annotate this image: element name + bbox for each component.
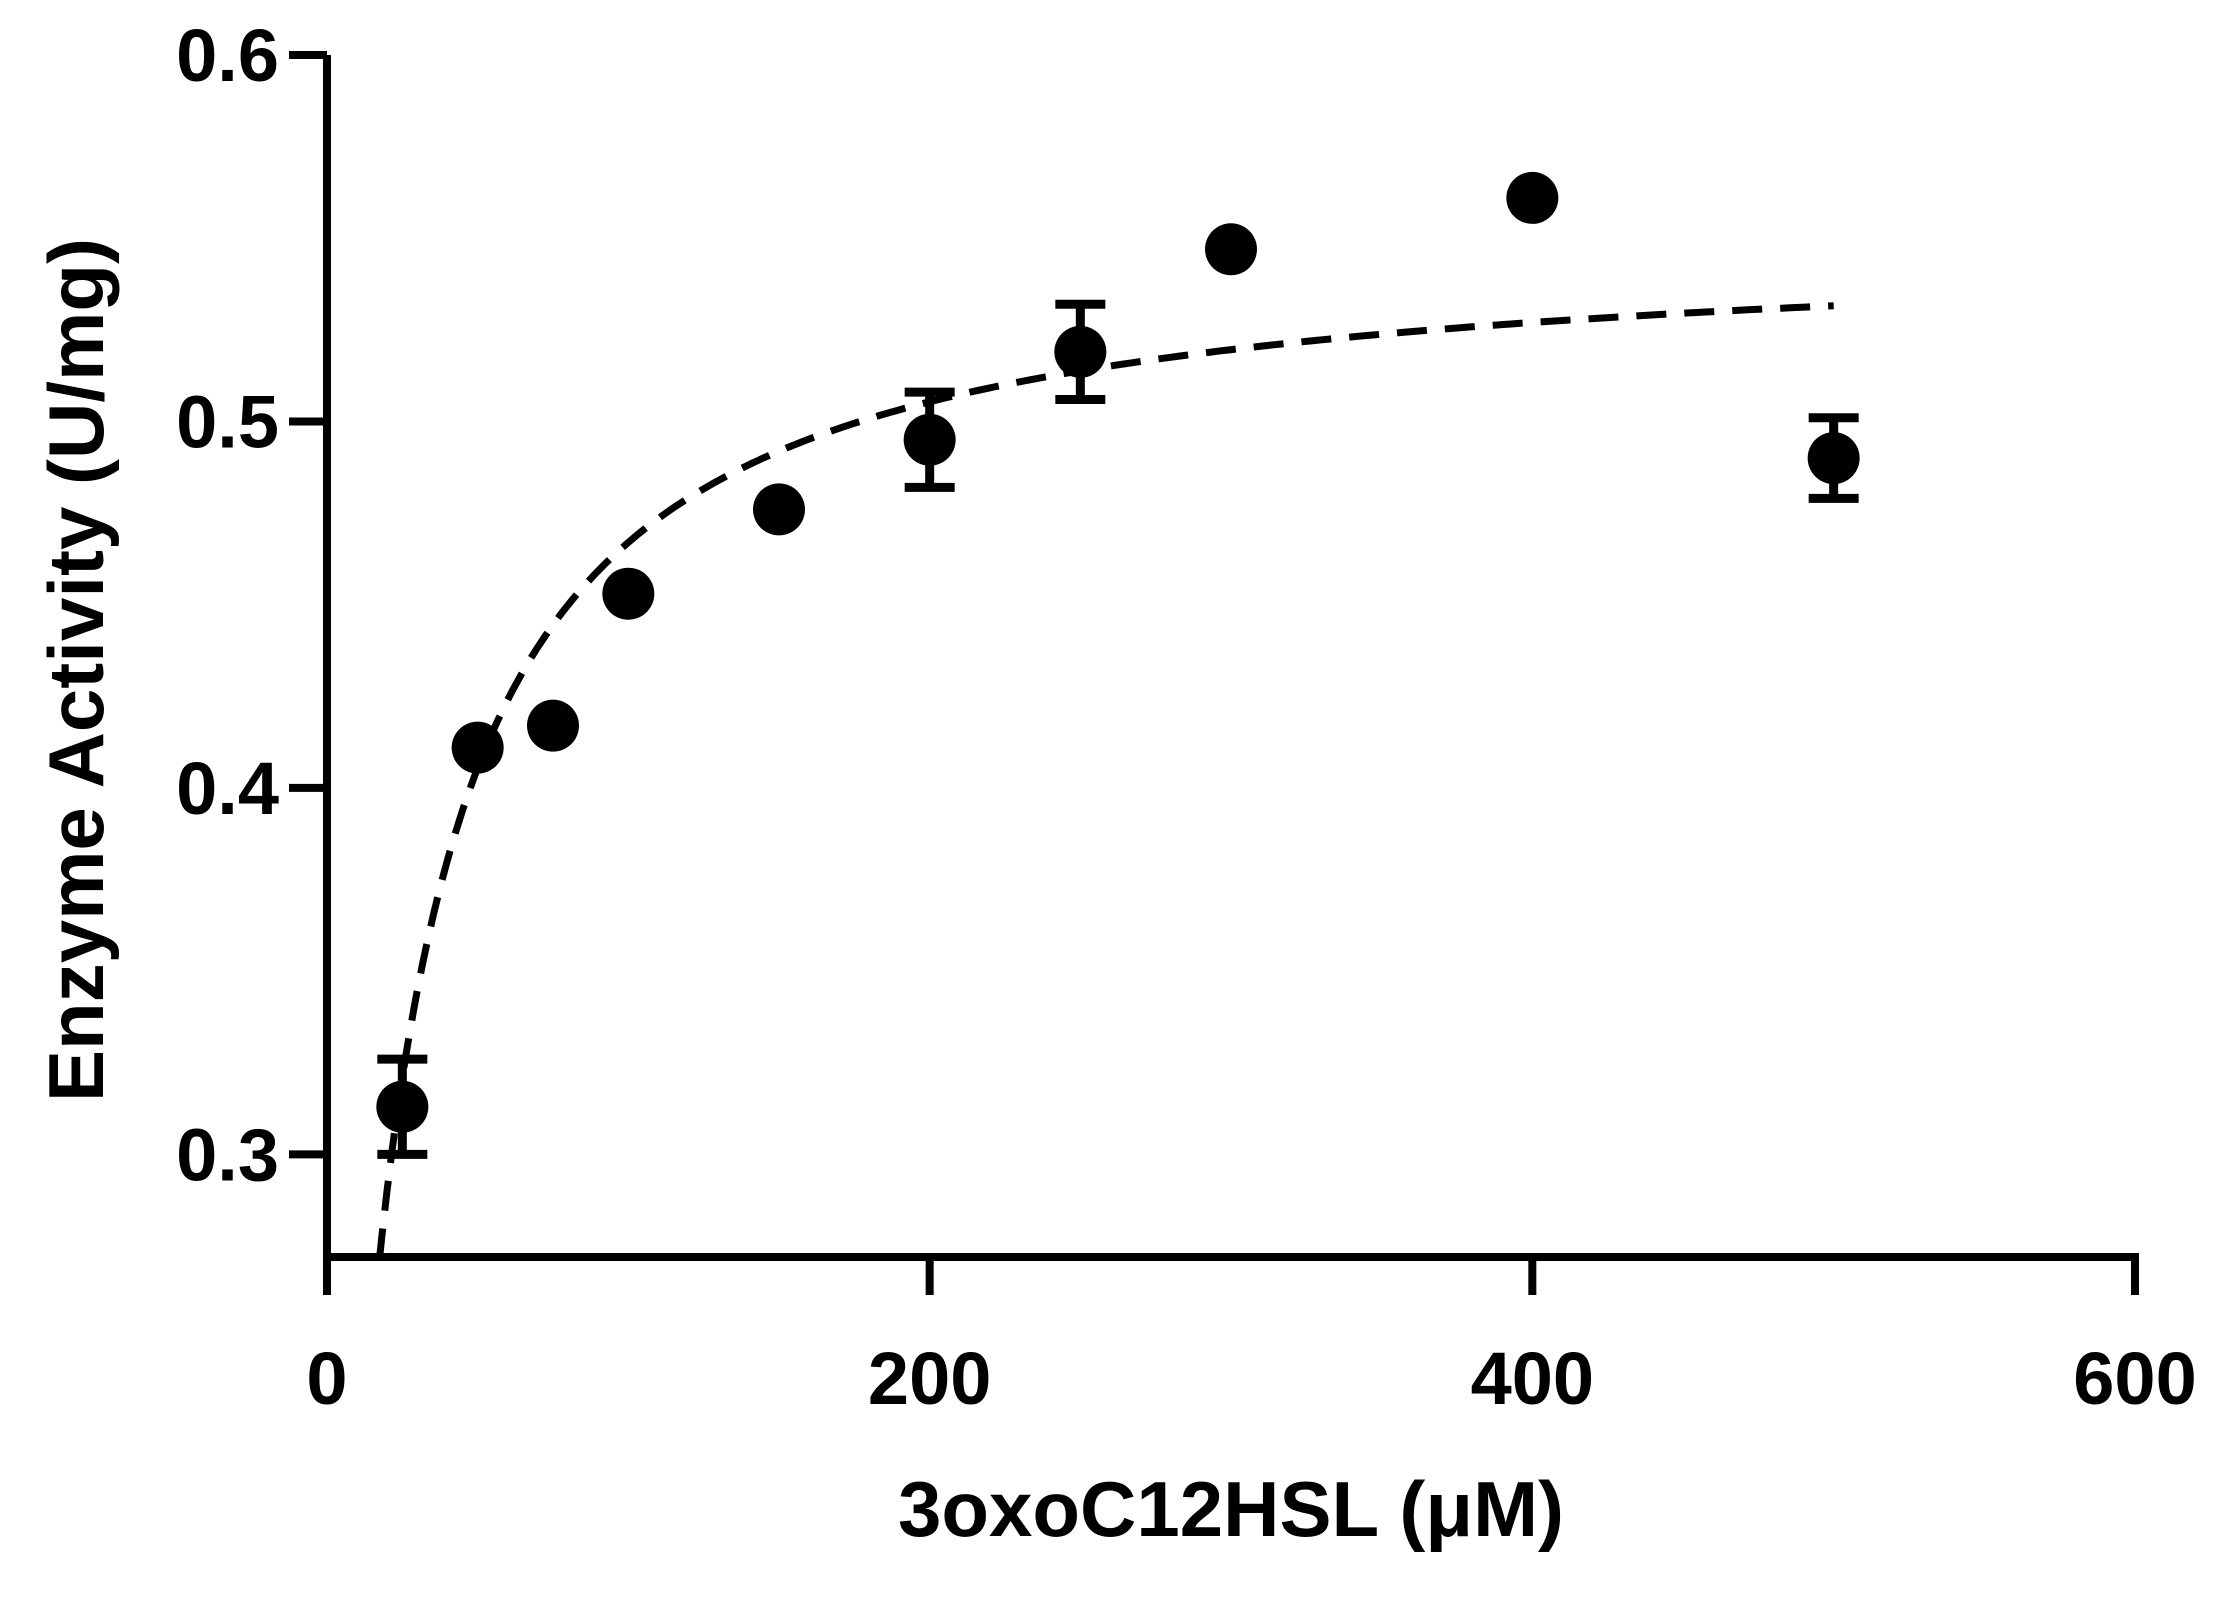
x-tick-label: 200 [868,1337,991,1420]
x-axis-title: 3oxoC12HSL (μM) [898,1465,1564,1553]
y-tick-label: 0.6 [176,14,279,97]
data-point [602,567,655,620]
data-point [451,721,504,774]
y-tick-label: 0.3 [176,1113,279,1196]
data-point [1807,432,1860,485]
fit-curve-layer [376,302,1834,1261]
data-point [527,699,579,752]
data-point [903,413,956,466]
data-point [1205,223,1257,276]
y-axis-title: Enzyme Activity (U/mg) [32,238,120,1102]
tick-labels-layer: 0.3 0.4 0.5 0.6 0 200 400 600 [176,14,2197,1420]
data-point [376,1080,429,1133]
x-tick-label: 0 [306,1337,347,1420]
x-tick-label: 600 [2073,1337,2196,1420]
fit-curve [376,302,1834,1261]
y-tick-label: 0.5 [176,380,279,463]
data-point [753,483,805,536]
data-points-layer [376,171,1860,1159]
y-tick-label: 0.4 [176,747,279,830]
data-point [1054,325,1107,378]
x-tick-label: 400 [1471,1337,1594,1420]
axes-layer [289,51,2139,1295]
data-point [1506,171,1559,224]
